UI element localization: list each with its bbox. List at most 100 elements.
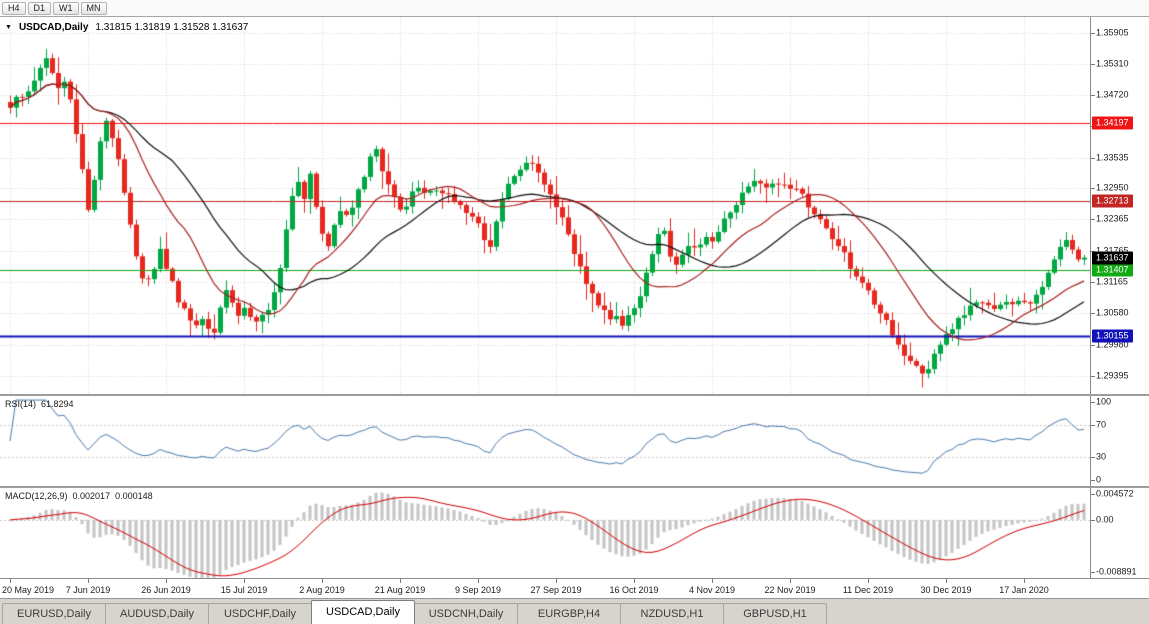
date-label: 17 Jan 2020 <box>999 585 1049 595</box>
rsi-axis[interactable]: 100 70 30 0 <box>1090 396 1149 486</box>
time-axis-tick <box>400 579 401 583</box>
price-axis-tick <box>1091 158 1095 159</box>
macd-name: MACD(12,26,9) <box>5 491 68 501</box>
chart-symbol-label: USDCAD,Daily <box>18 22 89 33</box>
date-label: 7 Jun 2019 <box>65 585 111 595</box>
rsi-axis-tick <box>1091 457 1095 458</box>
chart-ohlc-values: 1.31815 1.31819 1.31528 1.31637 <box>95 22 249 33</box>
timeframe-button-d1[interactable]: D1 <box>27 1 52 15</box>
price-axis-tick <box>1091 64 1095 65</box>
price-axis-tick <box>1091 376 1095 377</box>
date-label: 15 Jul 2019 <box>220 585 268 595</box>
chart-tab-gbpusd-h1[interactable]: GBPUSD,H1 <box>723 603 827 624</box>
macd-axis-label: -0.008891 <box>1096 566 1137 577</box>
chart-tab-nzdusd-h1[interactable]: NZDUSD,H1 <box>620 603 724 624</box>
rsi-axis-tick <box>1091 425 1095 426</box>
panel-splitter[interactable] <box>0 486 1149 488</box>
rsi-indicator-panel: 100 70 30 0 RSI(14) 61.8294 <box>0 396 1149 486</box>
price-axis-tick <box>1091 282 1095 283</box>
price-axis-label: 1.34720 <box>1096 89 1129 100</box>
chart-tab-eurusd-daily[interactable]: EURUSD,Daily <box>2 603 106 624</box>
rsi-axis-label: 0 <box>1096 474 1102 485</box>
timeframe-button-h4[interactable]: H4 <box>2 1 26 15</box>
rsi-axis-label: 70 <box>1096 419 1107 430</box>
macd-axis[interactable]: 0.004572 0.00 -0.008891 <box>1090 488 1149 578</box>
price-axis-label: 1.29395 <box>1096 370 1129 381</box>
price-axis-tick <box>1091 33 1095 34</box>
candlestick-chart-canvas[interactable] <box>0 17 1090 394</box>
date-label: 11 Dec 2019 <box>842 585 894 595</box>
time-axis-tick <box>712 579 713 583</box>
date-label: 21 Aug 2019 <box>374 585 426 595</box>
macd-label: MACD(12,26,9) 0.002017 0.000148 <box>5 491 158 501</box>
rsi-axis-tick <box>1091 402 1095 403</box>
macd-main-value: 0.002017 <box>72 491 111 501</box>
date-label: 20 May 2019 <box>2 585 55 595</box>
date-label: 16 Oct 2019 <box>609 585 659 595</box>
macd-signal-value: 0.000148 <box>115 491 153 501</box>
price-axis-tick <box>1091 313 1095 314</box>
time-axis-tick <box>946 579 947 583</box>
rsi-value: 61.8294 <box>41 399 74 409</box>
macd-indicator-panel: 0.004572 0.00 -0.008891 MACD(12,26,9) 0.002… <box>0 488 1149 578</box>
chart-tabbar: EURUSD,Daily AUDUSD,Daily USDCHF,Daily USDC… <box>0 598 1149 624</box>
chart-menu-icon: ▼ <box>5 24 12 31</box>
chart-tab-usdcad-daily[interactable]: USDCAD,Daily <box>311 600 415 624</box>
time-axis-tick <box>244 579 245 583</box>
chart-tab-eurgbp-h4[interactable]: EURGBP,H4 <box>517 603 621 624</box>
chart-title: ▼ USDCAD,Daily 1.31815 1.31819 1.31528 1… <box>5 22 248 33</box>
panel-splitter[interactable] <box>0 394 1149 396</box>
time-axis-tick <box>322 579 323 583</box>
price-axis-label: 1.32950 <box>1096 182 1129 193</box>
rsi-name: RSI(14) <box>5 399 37 409</box>
time-axis-tick <box>556 579 557 583</box>
time-axis-tick <box>166 579 167 583</box>
price-axis-label: 1.31765 <box>1096 246 1129 255</box>
date-label: 30 Dec 2019 <box>920 585 972 595</box>
price-axis-tick <box>1091 188 1095 189</box>
time-axis-tick <box>88 579 89 583</box>
timeframe-toolbar: H4 D1 W1 MN <box>0 0 1149 17</box>
macd-axis-tick <box>1091 494 1095 495</box>
price-axis-label: 1.30580 <box>1096 307 1129 318</box>
bid-price-badge: 1.31637 <box>1092 251 1133 265</box>
rsi-axis-label: 100 <box>1096 396 1112 407</box>
chart-tab-usdcnh-daily[interactable]: USDCNH,Daily <box>414 603 518 624</box>
price-axis-label: 1.29980 <box>1096 339 1129 350</box>
rsi-label: RSI(14) 61.8294 <box>5 399 79 409</box>
price-axis[interactable]: 1.359051.353101.347201.341301.335351.329… <box>1090 17 1149 394</box>
time-axis[interactable]: 20 May 2019 7 Jun 2019 26 Jun 2019 15 Jul 2… <box>0 578 1149 598</box>
macd-axis-tick <box>1091 520 1095 521</box>
date-label: 2 Aug 2019 <box>299 585 345 595</box>
time-axis-tick <box>634 579 635 583</box>
level-price-badge: 1.30155 <box>1092 329 1133 343</box>
price-axis-label: 1.32365 <box>1096 213 1129 224</box>
price-axis-label: 1.35310 <box>1096 58 1129 69</box>
price-axis-label: 1.35905 <box>1096 27 1129 38</box>
timeframe-button-w1[interactable]: W1 <box>53 1 79 15</box>
price-axis-tick <box>1091 95 1095 96</box>
date-label: 26 Jun 2019 <box>141 585 191 595</box>
level-price-badge: 1.32713 <box>1092 194 1133 208</box>
rsi-axis-tick <box>1091 480 1095 481</box>
time-axis-tick <box>10 579 11 583</box>
level-price-badge: 1.34197 <box>1092 116 1133 130</box>
timeframe-button-mn[interactable]: MN <box>80 1 107 15</box>
level-price-badge: 1.31407 <box>1092 263 1133 277</box>
time-axis-tick <box>868 579 869 583</box>
date-label: 4 Nov 2019 <box>688 585 736 595</box>
main-chart-panel: 1.359051.353101.347201.341301.335351.329… <box>0 17 1149 394</box>
macd-axis-label: 0.004572 <box>1096 488 1134 499</box>
date-label: 9 Sep 2019 <box>454 585 502 595</box>
price-axis-tick <box>1091 219 1095 220</box>
macd-axis-label: 0.00 <box>1096 514 1114 525</box>
chart-tab-audusd-daily[interactable]: AUDUSD,Daily <box>105 603 209 624</box>
rsi-axis-label: 30 <box>1096 451 1107 462</box>
time-axis-tick <box>790 579 791 583</box>
macd-axis-tick <box>1091 572 1095 573</box>
chart-tab-usdchf-daily[interactable]: USDCHF,Daily <box>208 603 312 624</box>
macd-indicator-canvas[interactable] <box>0 488 1090 578</box>
rsi-indicator-canvas[interactable] <box>0 396 1090 486</box>
price-axis-label: 1.33535 <box>1096 152 1129 163</box>
